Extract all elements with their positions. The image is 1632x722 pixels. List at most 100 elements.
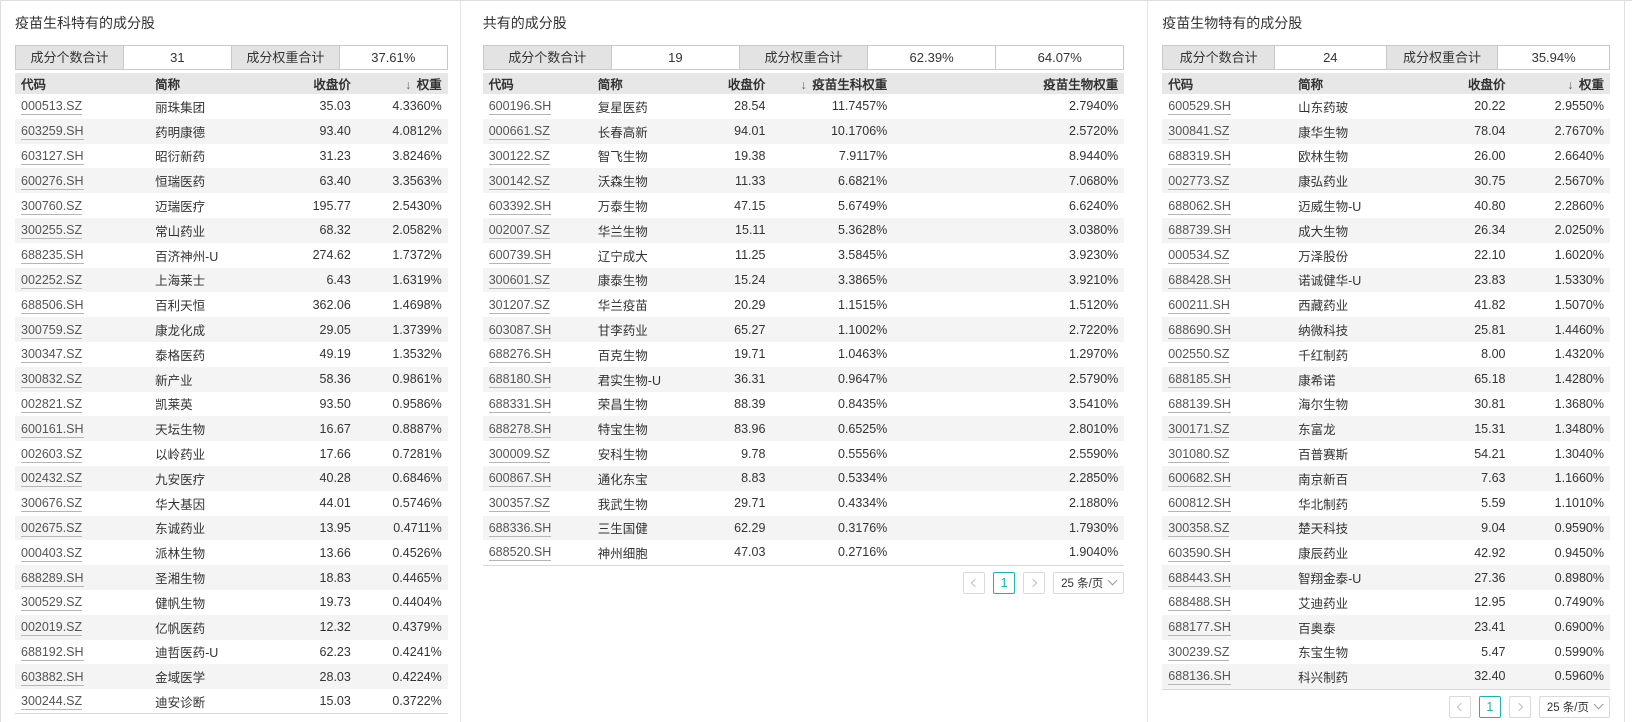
stock-code-link[interactable]: 300529.SZ <box>21 595 83 612</box>
stock-code-link[interactable]: 002821.SZ <box>21 396 83 413</box>
column-header-疫苗生物权重[interactable]: 疫苗生物权重 <box>893 73 1125 94</box>
stock-code-link[interactable]: 300347.SZ <box>21 347 83 364</box>
current-page-button[interactable]: 1 <box>993 571 1016 594</box>
stock-code-link[interactable]: 603882.SH <box>21 669 84 686</box>
stock-code-link[interactable]: 688336.SH <box>488 520 552 537</box>
stock-code-link[interactable]: 300841.SZ <box>1168 124 1230 141</box>
stock-code-link[interactable]: 300676.SZ <box>21 496 83 513</box>
stock-code-link[interactable]: 300239.SZ <box>1168 644 1230 661</box>
stock-code-link[interactable]: 000403.SZ <box>21 545 83 562</box>
stock-code-link[interactable]: 688506.SH <box>21 297 84 314</box>
table-row: 300529.SZ 健帆生物 19.73 0.4404% <box>15 590 448 615</box>
stock-code-link[interactable]: 688062.SH <box>1168 198 1231 215</box>
table-row: 688136.SH 科兴制药 32.40 0.5960% <box>1162 664 1610 690</box>
column-header-简称[interactable]: 简称 <box>591 73 701 94</box>
stock-code-link[interactable]: 300759.SZ <box>21 322 83 339</box>
next-page-button[interactable] <box>1023 571 1046 594</box>
column-header-简称[interactable]: 简称 <box>1292 73 1422 94</box>
next-page-button[interactable] <box>1508 695 1531 718</box>
stock-code-link[interactable]: 600211.SH <box>1168 297 1230 314</box>
stock-code-link[interactable]: 600812.SH <box>1168 496 1231 513</box>
column-header-代码[interactable]: 代码 <box>15 73 150 94</box>
stock-code-link[interactable]: 300760.SZ <box>21 198 83 215</box>
stock-code-link[interactable]: 300171.SZ <box>1168 421 1230 438</box>
stock-code-link[interactable]: 688177.SH <box>1168 620 1231 637</box>
stock-code-link[interactable]: 688443.SH <box>1168 570 1231 587</box>
stock-code-link[interactable]: 688139.SH <box>1168 396 1231 413</box>
current-page-button[interactable]: 1 <box>1478 695 1501 718</box>
stock-code-link[interactable]: 688690.SH <box>1168 322 1231 339</box>
column-header-收盘价[interactable]: 收盘价 <box>270 73 357 94</box>
stock-code-link[interactable]: 002550.SZ <box>1168 347 1230 364</box>
column-header-简称[interactable]: 简称 <box>149 73 271 94</box>
stock-code-link[interactable]: 600196.SH <box>488 99 552 116</box>
stock-code-link[interactable]: 600276.SH <box>21 173 84 190</box>
stock-code-link[interactable]: 603392.SH <box>488 198 552 215</box>
stock-code-link[interactable]: 301080.SZ <box>1168 446 1230 463</box>
table-row: 600276.SH 恒瑞医药 63.40 3.3563% <box>15 168 448 194</box>
column-header-权重[interactable]: ↓ 权重 <box>356 73 448 94</box>
column-header-收盘价[interactable]: 收盘价 <box>1421 73 1512 94</box>
column-header-权重[interactable]: ↓ 权重 <box>1511 73 1610 94</box>
stock-code-link[interactable]: 688180.SH <box>488 372 552 389</box>
column-header-疫苗生科权重[interactable]: ↓ 疫苗生科权重 <box>771 73 894 94</box>
stock-code-link[interactable]: 300832.SZ <box>21 372 83 389</box>
stock-code-link[interactable]: 688278.SH <box>488 421 552 438</box>
column-header-代码[interactable]: 代码 <box>1162 73 1293 94</box>
stock-code-link[interactable]: 600867.SH <box>488 471 552 488</box>
stock-code-link[interactable]: 603087.SH <box>488 322 552 339</box>
stock-code-link[interactable]: 688136.SH <box>1168 669 1231 686</box>
stock-code-link[interactable]: 600682.SH <box>1168 471 1231 488</box>
name-cell: 欧林生物 <box>1298 150 1349 165</box>
stock-code-link[interactable]: 300601.SZ <box>488 272 550 289</box>
stock-code-link[interactable]: 000513.SZ <box>21 99 83 116</box>
stock-code-link[interactable]: 300122.SZ <box>488 148 550 165</box>
stock-code-link[interactable]: 300244.SZ <box>21 694 83 711</box>
stock-code-link[interactable]: 688235.SH <box>21 248 84 265</box>
stock-code-link[interactable]: 688739.SH <box>1168 223 1231 240</box>
weight-cell: 1.7930% <box>1068 520 1119 535</box>
weight-cell: 1.6319% <box>392 272 442 287</box>
stock-code-link[interactable]: 301207.SZ <box>488 297 550 314</box>
column-header-代码[interactable]: 代码 <box>482 73 592 94</box>
stock-code-link[interactable]: 300358.SZ <box>1168 520 1230 537</box>
stock-code-link[interactable]: 300255.SZ <box>21 223 83 240</box>
stock-code-link[interactable]: 688331.SH <box>488 396 552 413</box>
prev-page-button[interactable] <box>963 571 986 594</box>
stock-code-link[interactable]: 002019.SZ <box>21 620 83 637</box>
page-size-select[interactable]: 25 条/页 <box>1053 571 1125 594</box>
table-row: 600211.SH 西藏药业 41.82 1.5070% <box>1162 292 1610 317</box>
stock-code-link[interactable]: 300142.SZ <box>488 173 550 190</box>
stock-code-link[interactable]: 600161.SH <box>21 421 84 438</box>
stock-code-link[interactable]: 600529.SH <box>1168 99 1231 116</box>
page-size-select[interactable]: 25 条/页 <box>1538 695 1610 718</box>
stock-code-link[interactable]: 002603.SZ <box>21 446 83 463</box>
stock-code-link[interactable]: 688319.SH <box>1168 148 1231 165</box>
stock-code-link[interactable]: 300357.SZ <box>488 496 550 513</box>
code-cell: 002019.SZ <box>15 615 149 640</box>
stock-code-link[interactable]: 688276.SH <box>488 347 552 364</box>
column-header-收盘价[interactable]: 收盘价 <box>700 73 772 94</box>
stock-code-link[interactable]: 688192.SH <box>21 644 84 661</box>
weight-cell: 0.7281% <box>392 446 442 461</box>
panel-shared-constituents: 共有的成分股 成分个数合计 19 成分权重合计 62.39% 64.07% 代码 简称 收盘… <box>461 1 1149 722</box>
stock-code-link[interactable]: 002773.SZ <box>1168 173 1230 190</box>
stock-code-link[interactable]: 002675.SZ <box>21 520 83 537</box>
stock-code-link[interactable]: 002007.SZ <box>488 223 550 240</box>
stock-code-link[interactable]: 603259.SH <box>21 124 84 141</box>
stock-code-link[interactable]: 603127.SH <box>21 148 84 165</box>
stock-code-link[interactable]: 688428.SH <box>1168 272 1231 289</box>
stock-code-link[interactable]: 688488.SH <box>1168 595 1231 612</box>
stock-code-link[interactable]: 600739.SH <box>488 248 552 265</box>
stock-code-link[interactable]: 300009.SZ <box>488 446 550 463</box>
stock-code-link[interactable]: 002432.SZ <box>21 471 83 488</box>
name-cell: 迈威生物-U <box>1298 200 1362 215</box>
stock-code-link[interactable]: 688185.SH <box>1168 372 1231 389</box>
stock-code-link[interactable]: 000534.SZ <box>1168 248 1230 265</box>
stock-code-link[interactable]: 603590.SH <box>1168 545 1231 562</box>
prev-page-button[interactable] <box>1448 695 1471 718</box>
stock-code-link[interactable]: 002252.SZ <box>21 272 83 289</box>
stock-code-link[interactable]: 688520.SH <box>488 545 552 562</box>
stock-code-link[interactable]: 000661.SZ <box>488 124 550 141</box>
stock-code-link[interactable]: 688289.SH <box>21 570 84 587</box>
